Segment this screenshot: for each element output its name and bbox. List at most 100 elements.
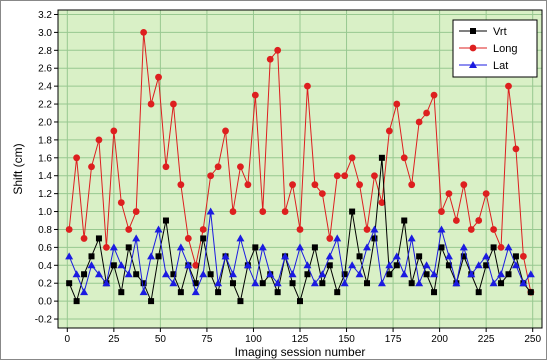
y-tick-label: 1.0 (38, 207, 52, 218)
data-point-long (266, 55, 274, 63)
data-point-long (80, 235, 88, 242)
legend-label-lat: Lat (493, 60, 508, 72)
data-point-vrt (88, 253, 95, 260)
x-tick-label: 0 (65, 334, 71, 345)
data-point-lat (407, 234, 416, 242)
data-point-lat (363, 243, 372, 251)
data-point-lat (184, 261, 193, 269)
data-point-vrt (408, 280, 415, 287)
data-point-lat (206, 207, 215, 215)
data-point-lat (310, 279, 319, 287)
data-point-long (147, 100, 155, 108)
x-tick-label: 125 (292, 334, 309, 345)
data-point-long (110, 127, 118, 135)
data-point-long (274, 46, 282, 54)
data-point-vrt (304, 271, 311, 278)
data-point-lat (266, 270, 275, 278)
data-point-vrt (66, 280, 73, 287)
y-tick-label: 0.8 (38, 225, 52, 236)
data-point-long (65, 226, 73, 233)
y-tick-label: 3.2 (38, 10, 52, 21)
data-point-long (385, 127, 393, 135)
data-point-lat (102, 279, 111, 287)
data-point-long (199, 226, 207, 233)
data-point-lat (132, 234, 141, 242)
x-tick-label: 50 (155, 334, 167, 345)
data-point-long (140, 28, 148, 36)
data-point-vrt (274, 289, 281, 296)
data-point-lat (273, 279, 282, 287)
data-point-lat (377, 279, 386, 287)
data-point-vrt (512, 253, 519, 260)
series-layer (65, 28, 535, 305)
data-point-lat (385, 261, 394, 269)
data-point-vrt (386, 271, 393, 278)
data-point-lat (251, 279, 260, 287)
y-tick-label: 0.6 (38, 243, 52, 254)
data-point-lat (504, 243, 513, 251)
y-tick-label: 1.6 (38, 153, 52, 164)
data-point-long (341, 172, 349, 180)
data-point-lat (348, 261, 357, 269)
data-point-long (155, 73, 162, 81)
data-point-vrt (177, 289, 184, 296)
data-point-lat (154, 225, 163, 233)
data-point-long (125, 226, 133, 233)
data-point-lat (452, 279, 461, 287)
data-point-vrt (371, 235, 378, 242)
data-point-long (259, 208, 267, 215)
data-point-long (214, 163, 222, 171)
y-axis-title: Shift (cm) (11, 143, 25, 194)
data-point-long (371, 172, 378, 180)
data-point-long (103, 243, 110, 251)
data-point-lat (370, 225, 379, 233)
legend: Vrt Long Lat (452, 19, 538, 78)
data-point-lat (94, 270, 103, 278)
data-point-lat (228, 270, 237, 278)
data-point-long (505, 82, 512, 90)
data-point-lat (288, 270, 297, 278)
y-tick-label: 3.0 (38, 28, 52, 39)
y-tick-label: 1.2 (38, 189, 52, 200)
data-point-lat (303, 261, 312, 269)
data-point-vrt (148, 298, 155, 305)
data-point-lat (80, 288, 89, 296)
data-point-vrt (475, 289, 482, 296)
data-point-lat (511, 261, 520, 269)
data-point-vrt (393, 262, 400, 269)
data-point-lat (124, 270, 133, 278)
data-point-lat (191, 288, 200, 296)
data-point-long (222, 127, 229, 135)
data-point-vrt (431, 289, 438, 296)
x-tick-label: 150 (338, 334, 355, 345)
data-point-long (356, 181, 363, 189)
legend-marker-vrt (470, 28, 476, 34)
data-point-long (237, 163, 244, 171)
data-point-vrt (445, 262, 452, 269)
data-point-long (326, 235, 334, 242)
data-point-vrt (259, 280, 266, 287)
data-point-lat (526, 270, 535, 278)
data-point-long (393, 100, 401, 108)
data-point-long (207, 172, 215, 180)
data-point-lat (474, 261, 483, 269)
data-point-lat (258, 243, 267, 251)
data-point-long (467, 226, 475, 233)
x-tick-label: 100 (245, 334, 262, 345)
data-point-lat (214, 279, 223, 287)
data-point-vrt (155, 253, 162, 260)
y-tick-label: 2.6 (38, 64, 52, 75)
data-point-lat (117, 261, 126, 269)
data-point-lat (199, 270, 208, 278)
data-point-vrt (311, 244, 318, 251)
data-point-lat (437, 225, 446, 233)
data-point-vrt (140, 280, 147, 287)
data-point-vrt (73, 298, 80, 305)
data-point-lat (459, 243, 468, 251)
data-point-vrt (416, 253, 423, 260)
legend-box (452, 19, 538, 78)
data-point-vrt (95, 235, 102, 242)
data-point-vrt (438, 244, 445, 251)
data-point-lat (169, 279, 178, 287)
data-point-vrt (162, 217, 169, 224)
